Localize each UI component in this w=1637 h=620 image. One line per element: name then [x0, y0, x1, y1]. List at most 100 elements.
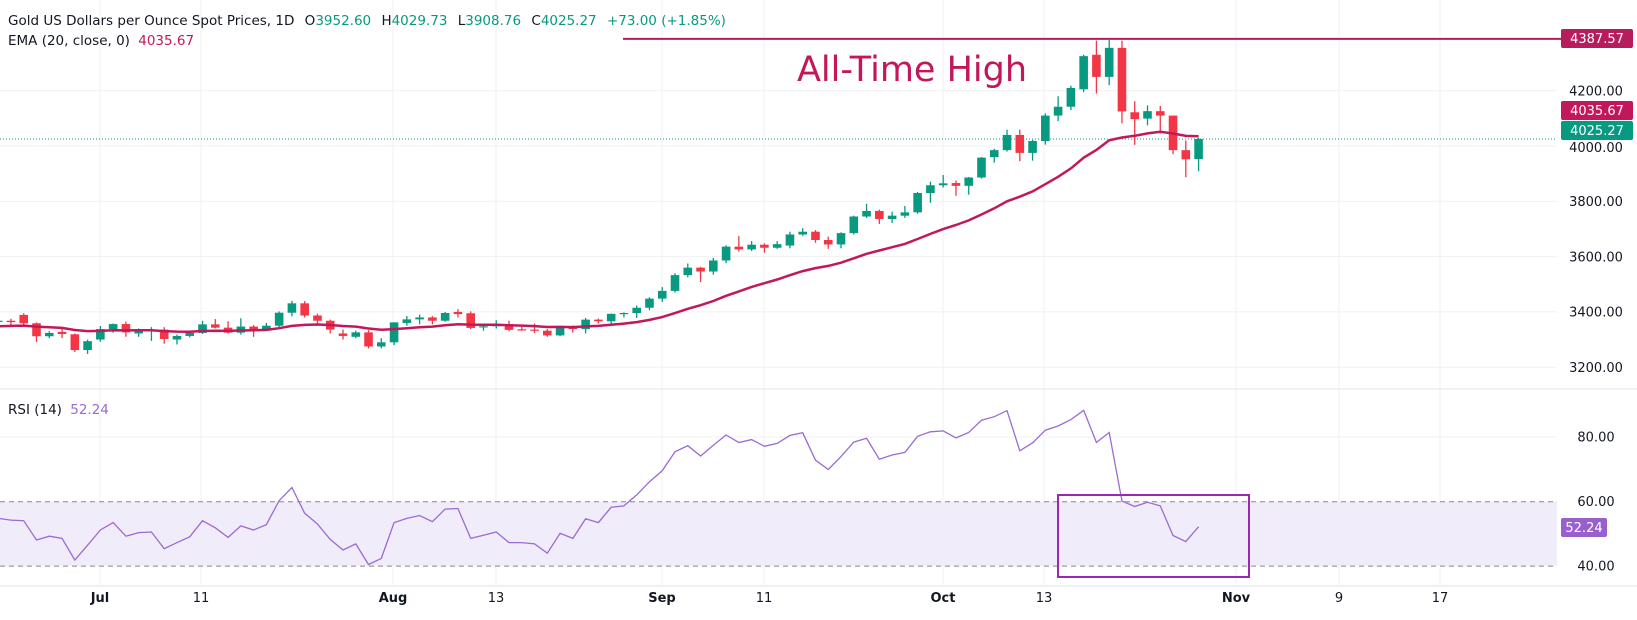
candle-body	[1053, 106, 1063, 116]
candle-down	[313, 313, 322, 326]
candle-down	[364, 330, 373, 349]
candle-down	[760, 243, 769, 253]
candle-body	[1079, 56, 1088, 90]
ath-price-badge	[1561, 29, 1633, 48]
candle-up	[683, 263, 693, 278]
candle-body	[594, 319, 603, 322]
close-price-badge-text: 4025.27	[1570, 124, 1624, 139]
candle-body	[1194, 139, 1203, 160]
candle-body	[479, 326, 488, 328]
candle-down	[300, 301, 309, 318]
candle-down	[951, 180, 961, 196]
time-tick: 11	[756, 591, 773, 606]
rsi-band	[0, 501, 1557, 567]
candle-up	[900, 206, 910, 218]
candle-body	[938, 183, 948, 186]
candle-up	[619, 312, 629, 318]
candle-body	[32, 323, 41, 337]
candle-down	[594, 318, 603, 324]
candle-up	[913, 191, 922, 214]
candle-body	[913, 193, 922, 213]
candle-down	[57, 328, 67, 339]
candle-down	[1015, 129, 1025, 162]
candle-body	[70, 334, 80, 351]
change-value: +73.00 (+1.85%)	[607, 13, 726, 29]
price-axis[interactable]: 4200.00 4000.00 3800.00 3600.00 3400.00 …	[1561, 29, 1633, 376]
candle-down	[466, 311, 475, 330]
candle-down	[338, 329, 348, 340]
rsi-axis[interactable]: 80.00 60.00 40.00 52.24	[1561, 431, 1615, 575]
candle-body	[1066, 87, 1076, 107]
candle-up	[721, 245, 731, 264]
candle-down	[210, 319, 220, 329]
time-tick: Aug	[379, 591, 408, 606]
ema-value: 4035.67	[138, 33, 194, 49]
candle-body	[1130, 112, 1140, 120]
candle-up	[657, 287, 667, 302]
rsi-highlight-box[interactable]	[1057, 494, 1250, 578]
candle-body	[836, 233, 846, 245]
time-tick: Sep	[648, 591, 676, 606]
open-value: 3952.60	[315, 13, 371, 29]
high-value: 4029.73	[392, 13, 448, 29]
candle-up	[0, 320, 3, 322]
candle-up	[1041, 113, 1050, 145]
time-tick: 17	[1432, 591, 1449, 606]
candle-body	[683, 267, 693, 276]
candle-up	[44, 331, 54, 339]
symbol-legend[interactable]: Gold US Dollars per Ounce Spot Prices, 1…	[8, 13, 726, 29]
ema-legend[interactable]: EMA (20, close, 0) 4035.67	[8, 33, 194, 49]
rsi-tick: 40.00	[1577, 560, 1614, 575]
candle-body	[287, 303, 297, 313]
rsi-line	[0, 409, 1200, 566]
candle-up	[670, 273, 680, 293]
candle-body	[466, 313, 475, 328]
candle-body	[555, 326, 565, 336]
candle-body	[249, 326, 258, 330]
candle-down	[1117, 40, 1127, 124]
rsi-legend[interactable]: RSI (14) 52.24	[8, 402, 109, 418]
candle-up	[287, 300, 297, 317]
candle-body	[964, 177, 974, 186]
candle-body	[172, 335, 182, 340]
ema-line	[0, 130, 1199, 333]
candle-body	[57, 331, 67, 335]
candle-up	[887, 211, 897, 223]
candle-body	[517, 329, 527, 331]
candle-body	[300, 303, 309, 316]
time-axis[interactable]: Jul 11 Aug 13 Sep 11 Oct 13 Nov 9 17	[90, 591, 1449, 606]
candle-up	[172, 334, 182, 345]
candle-body	[581, 319, 590, 330]
candle-down	[19, 313, 29, 326]
close-price-badge	[1561, 121, 1633, 140]
close-value: 4025.27	[541, 13, 597, 29]
candle-body	[121, 324, 131, 333]
candle-body	[19, 314, 29, 324]
candle-up	[645, 297, 654, 311]
candle-body	[823, 240, 833, 245]
candle-body	[734, 246, 744, 250]
candle-down	[325, 319, 335, 334]
candle-up	[1066, 85, 1076, 111]
candle-down	[159, 327, 169, 344]
candle-up	[1194, 137, 1203, 172]
candle-up	[389, 322, 399, 346]
ema-price-badge-text: 4035.67	[1570, 104, 1624, 119]
candle-up	[862, 203, 871, 218]
candle-down	[543, 329, 552, 337]
low-label: L	[458, 13, 466, 29]
candle-body	[900, 212, 910, 216]
candle-down	[811, 230, 820, 243]
candle-body	[389, 322, 399, 343]
candle-up	[977, 157, 986, 179]
time-tick: 13	[488, 591, 505, 606]
rsi-value: 52.24	[70, 402, 109, 418]
candle-up	[709, 257, 718, 275]
candle-up	[964, 176, 974, 195]
candle-body	[1028, 141, 1037, 153]
rsi-tick: 80.00	[1577, 431, 1614, 446]
candle-body	[210, 324, 220, 328]
candle-body	[1155, 111, 1165, 116]
rsi-value-badge	[1561, 518, 1607, 537]
